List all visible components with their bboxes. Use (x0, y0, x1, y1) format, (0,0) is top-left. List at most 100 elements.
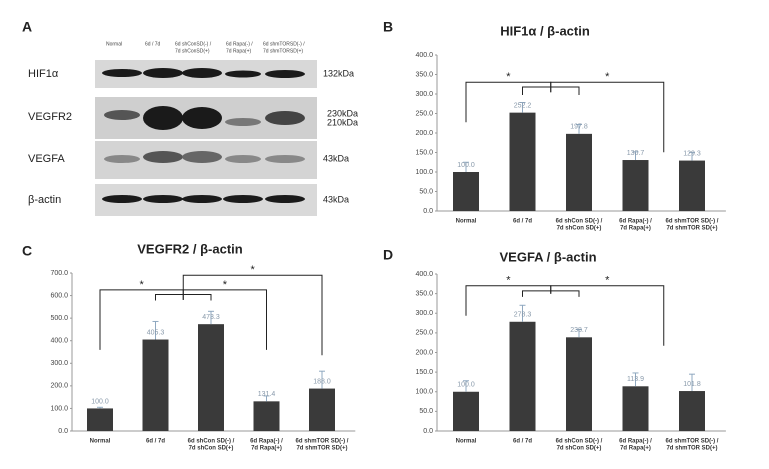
protein-label: β-actin (28, 194, 61, 206)
x-tick-label: 6d shCon SD(-) / (556, 439, 603, 445)
band (182, 68, 222, 78)
bar (309, 388, 335, 431)
kda-label: 43kDa (323, 153, 349, 163)
band (265, 155, 305, 163)
band (265, 111, 305, 125)
value-label: 473.3 (202, 314, 220, 321)
significance-star: * (605, 275, 610, 287)
band (182, 195, 222, 203)
y-tick-label: 500.0 (50, 315, 68, 322)
significance-bracket (465, 81, 552, 123)
value-label: 100.0 (91, 398, 109, 405)
x-tick-label: 6d Rapa(-) / (250, 439, 283, 445)
y-tick-label: 100.0 (415, 169, 433, 176)
y-tick-label: 200.0 (50, 383, 68, 390)
bar (198, 324, 224, 431)
x-tick-label: 6d shmTOR SD(-) / (296, 439, 349, 445)
value-label: 188.0 (313, 378, 331, 385)
lane-label: 6d shmTORSD(-) / (263, 41, 305, 47)
significance-star: * (250, 264, 255, 276)
significance-bracket (182, 274, 323, 356)
y-tick-label: 200.0 (415, 349, 433, 356)
panel-letter: A (22, 19, 32, 35)
band (143, 106, 183, 130)
x-tick-label: 7d shmTOR SD(+) (666, 446, 717, 452)
y-tick-label: 400.0 (50, 338, 68, 345)
significance-star: * (506, 275, 511, 287)
x-tick-label: 6d Rapa(-) / (619, 219, 652, 225)
band (223, 195, 263, 203)
significance-bracket (465, 285, 552, 316)
x-tick-label: 7d shCon SD(+) (557, 446, 602, 452)
value-label: 100.0 (457, 382, 475, 389)
value-label: 405.3 (147, 329, 165, 336)
protein-label: VEGFA (28, 153, 65, 165)
value-label: 130.7 (627, 150, 645, 157)
y-tick-label: 100.0 (50, 405, 68, 412)
y-tick-label: 100.0 (415, 389, 433, 396)
bar (453, 172, 479, 211)
x-tick-label: 6d shCon SD(-) / (188, 439, 235, 445)
y-tick-label: 400.0 (415, 271, 433, 278)
lane-label: 7d shmTORSD(+) (263, 48, 303, 54)
bands (102, 68, 305, 203)
x-tick-label: 7d shCon SD(+) (557, 226, 602, 232)
y-tick-label: 200.0 (415, 130, 433, 137)
x-tick-label: 6d shCon SD(-) / (556, 219, 603, 225)
lane-label: 7d shConSD(+) (175, 48, 210, 54)
value-label: 113.9 (627, 376, 644, 383)
bar (253, 401, 280, 431)
x-tick-label: 7d Rapa(+) (251, 446, 282, 452)
band (182, 151, 222, 163)
value-label: 252.2 (514, 102, 532, 109)
bar (142, 339, 169, 431)
y-tick-label: 0.0 (423, 428, 433, 435)
band (143, 195, 183, 203)
y-tick-label: 400.0 (415, 52, 433, 59)
y-tick-label: 150.0 (415, 149, 433, 156)
x-tick-label: 6d / 7d (146, 439, 165, 445)
band (265, 70, 305, 78)
bar (679, 160, 705, 211)
bar (622, 386, 649, 431)
bar (566, 337, 592, 431)
significance-star: * (506, 71, 511, 83)
x-tick-label: Normal (90, 439, 111, 445)
band (225, 155, 261, 163)
protein-label: VEGFR2 (28, 111, 72, 123)
x-tick-label: 7d shmTOR SD(+) (296, 446, 347, 452)
significance-bracket (99, 289, 184, 350)
x-tick-label: 6d / 7d (513, 439, 532, 445)
band (102, 195, 142, 203)
band (225, 118, 261, 126)
bar (622, 160, 649, 211)
kda-label: 210kDa (327, 117, 358, 127)
x-tick-label: Normal (456, 439, 477, 445)
bar (453, 391, 479, 431)
y-tick-label: 350.0 (415, 71, 433, 78)
y-tick-label: 250.0 (415, 330, 433, 337)
significance-bracket (550, 285, 665, 346)
bar (679, 391, 705, 431)
band (225, 70, 261, 78)
y-tick-label: 350.0 (415, 290, 433, 297)
panel-letter: B (383, 19, 393, 35)
y-tick-label: 300.0 (415, 91, 433, 98)
y-tick-label: 50.0 (419, 188, 433, 195)
chart-title: VEGFR2 / β-actin (137, 241, 243, 256)
lane-label: 6d / 7d (145, 41, 161, 47)
chart-title: HIF1α / β-actin (500, 23, 590, 38)
kda-label: 230kDa (327, 108, 358, 118)
lane-label: Normal (106, 41, 122, 47)
panel-a: A Normal 6d / 7d 6d shConSD(-) / 7d shCo… (22, 19, 358, 216)
band (143, 151, 183, 163)
y-tick-label: 700.0 (50, 270, 68, 277)
y-tick-label: 250.0 (415, 110, 433, 117)
lane-label: 7d Rapa(+) (226, 48, 251, 54)
significance-bracket (182, 289, 267, 350)
panel-letter: C (22, 243, 32, 259)
protein-label: HIF1α (28, 68, 59, 80)
band (102, 69, 142, 77)
significance-bracket (155, 293, 212, 301)
